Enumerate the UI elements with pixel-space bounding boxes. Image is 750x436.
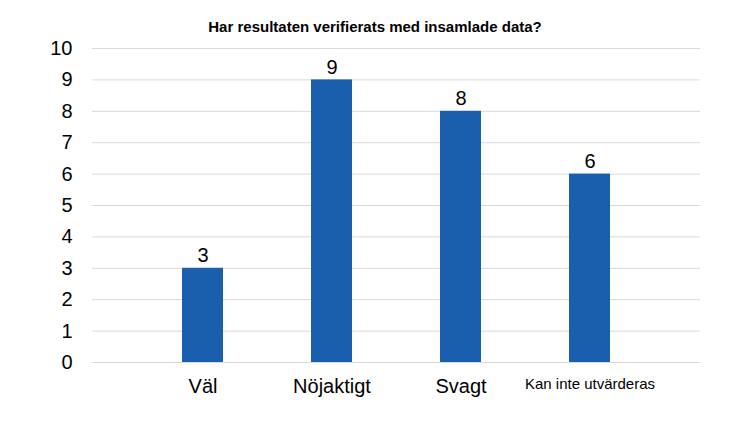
- svg-text:3: 3: [61, 257, 72, 279]
- svg-text:6: 6: [61, 163, 72, 185]
- svg-text:3: 3: [197, 244, 208, 266]
- svg-text:4: 4: [61, 225, 72, 247]
- svg-text:7: 7: [61, 131, 72, 153]
- svg-text:8: 8: [61, 100, 72, 122]
- svg-text:Kan inte utvärderas: Kan inte utvärderas: [525, 375, 655, 392]
- svg-text:8: 8: [455, 87, 466, 109]
- html-text:Har resultaten verifierats med: Har resultaten verifierats med insamlade…: [208, 18, 542, 35]
- svg-text:6: 6: [584, 150, 595, 172]
- svg-text:9: 9: [61, 68, 72, 90]
- svg-text:5: 5: [61, 194, 72, 216]
- svg-text:9: 9: [326, 56, 337, 78]
- svg-text:Väl: Väl: [189, 375, 218, 397]
- svg-text:2: 2: [61, 288, 72, 310]
- svg-text:0: 0: [61, 351, 72, 373]
- svg-text:Svagt: Svagt: [435, 375, 487, 397]
- svg-text:1: 1: [61, 320, 72, 342]
- svg-text:10: 10: [50, 37, 72, 59]
- svg-text:Nöjaktigt: Nöjaktigt: [293, 375, 371, 397]
